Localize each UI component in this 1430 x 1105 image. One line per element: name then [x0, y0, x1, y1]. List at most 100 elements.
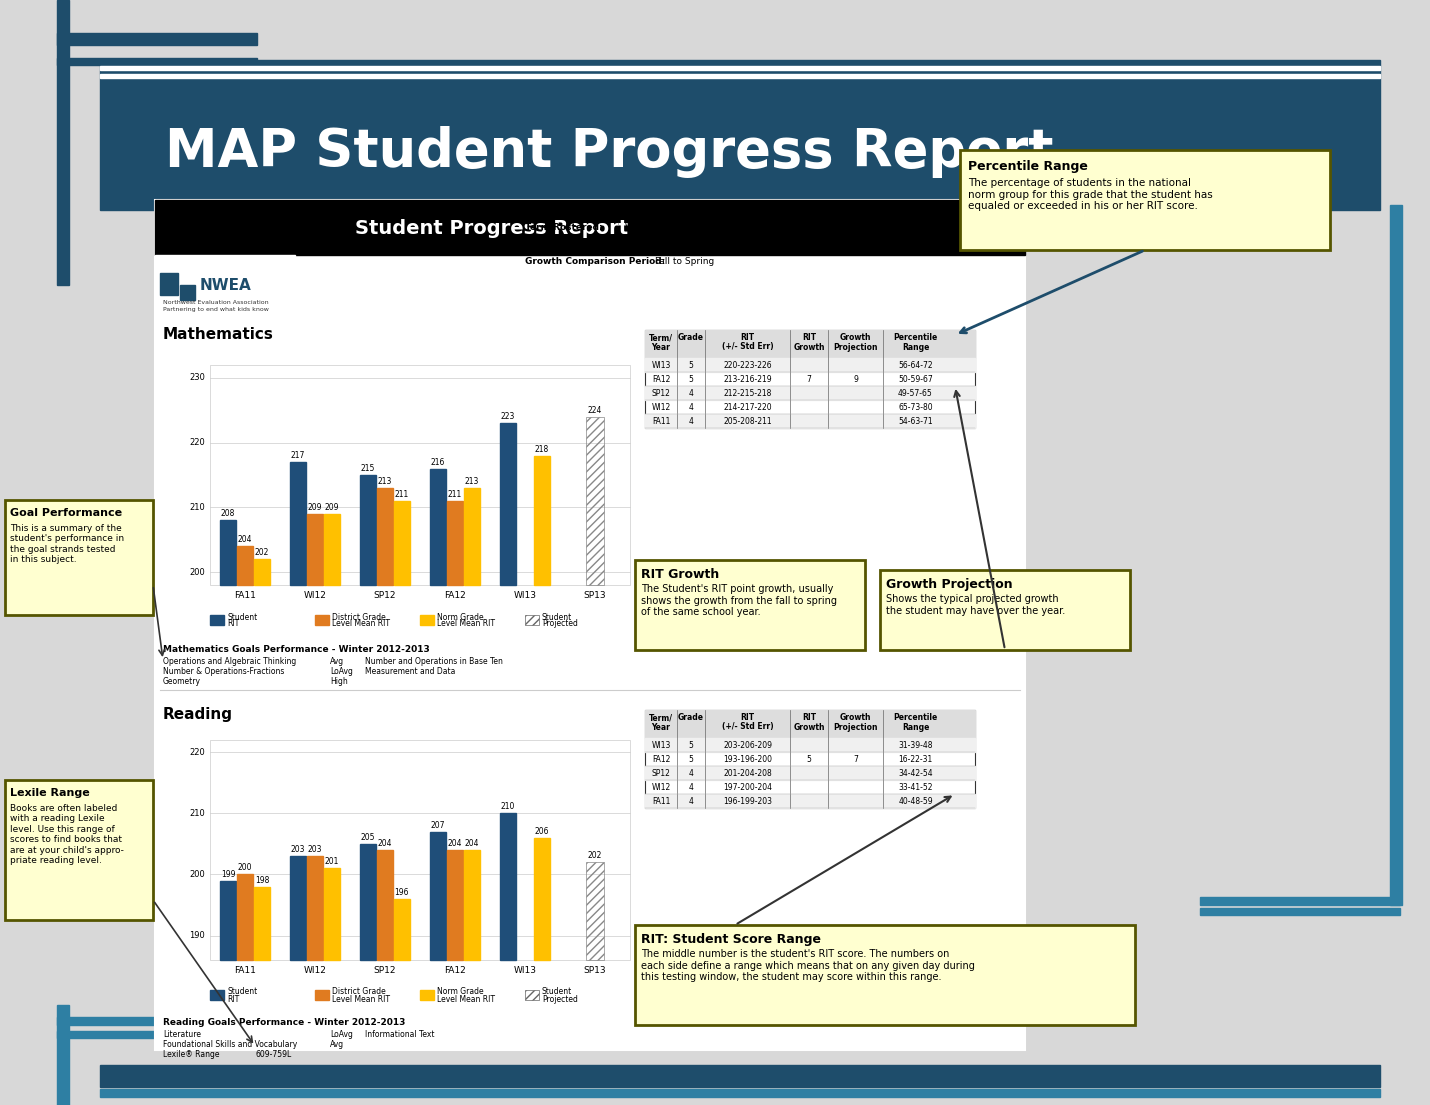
Text: 50-59-67: 50-59-67 [898, 375, 932, 383]
Bar [210, 365, 631, 585]
Text: Level Mean RIT: Level Mean RIT [438, 994, 495, 1003]
Text: 206: 206 [535, 827, 549, 835]
Text: RIT: RIT [802, 334, 817, 343]
Text: Projected: Projected [542, 620, 578, 629]
Text: 220: 220 [189, 439, 204, 448]
Text: RIT: RIT [741, 334, 755, 343]
Bar [57, 33, 257, 45]
Text: WI13: WI13 [651, 740, 671, 749]
Bar [645, 738, 975, 753]
Text: 201: 201 [325, 857, 339, 866]
Text: SP13: SP13 [583, 966, 606, 975]
Text: Year: Year [652, 723, 671, 732]
Text: Term Rostered:: Term Rostered: [525, 223, 602, 232]
Text: Grade: Grade [678, 714, 704, 723]
Text: Year: Year [652, 343, 671, 351]
Text: 200: 200 [237, 863, 252, 873]
Text: (+/- Std Err): (+/- Std Err) [722, 343, 774, 351]
Text: Geometry: Geometry [163, 677, 202, 686]
Bar [325, 869, 340, 960]
Text: SP12: SP12 [373, 966, 396, 975]
Bar [645, 766, 975, 780]
Text: 196-199-203: 196-199-203 [724, 797, 772, 806]
Text: Number and Operations in Base Ten: Number and Operations in Base Ten [365, 657, 503, 666]
Text: 217: 217 [290, 451, 305, 460]
Text: School:: School: [525, 245, 562, 254]
Bar [210, 740, 631, 960]
Bar [154, 200, 1025, 255]
Text: Winter 2012-2013: Winter 2012-2013 [625, 223, 706, 232]
Bar [255, 559, 270, 585]
Text: This is a summary of the
student's performance in
the goal strands tested
in thi: This is a summary of the student's perfo… [10, 524, 124, 565]
Text: Growth Projection: Growth Projection [887, 578, 1012, 591]
Text: FA12: FA12 [652, 755, 671, 764]
Text: Goal Performance: Goal Performance [10, 508, 122, 518]
Bar [57, 1017, 257, 1025]
Bar [360, 475, 376, 585]
Bar [154, 255, 295, 311]
Text: 197-200-204: 197-200-204 [724, 782, 772, 791]
Bar [500, 423, 516, 585]
Text: The Student's RIT point growth, usually
shows the growth from the fall to spring: The Student's RIT point growth, usually … [641, 585, 837, 618]
Text: District:: District: [525, 234, 566, 243]
Text: 204: 204 [378, 839, 392, 848]
Bar [57, 57, 257, 65]
Text: Fall to Spring: Fall to Spring [655, 256, 714, 265]
Text: Shows the typical projected growth
the student may have over the year.: Shows the typical projected growth the s… [887, 594, 1065, 615]
Text: 609-759L: 609-759L [255, 1050, 292, 1059]
Text: 202: 202 [588, 851, 602, 860]
Text: Informational Text: Informational Text [365, 1030, 435, 1039]
Bar [586, 417, 605, 585]
Text: Northwest Evaluation Association: Northwest Evaluation Association [163, 301, 269, 305]
Text: 204: 204 [237, 535, 252, 544]
Text: 200: 200 [189, 568, 204, 577]
Bar [210, 990, 225, 1000]
Bar [448, 850, 463, 960]
Text: WI12: WI12 [652, 402, 671, 411]
Bar [4, 499, 153, 615]
Bar [535, 838, 549, 960]
Text: 215: 215 [360, 464, 375, 473]
Text: Term/: Term/ [649, 334, 674, 343]
Text: 204: 204 [448, 839, 462, 848]
Text: 205-208-211: 205-208-211 [724, 417, 772, 425]
Text: Growth: Growth [794, 723, 825, 732]
Bar [100, 74, 1380, 78]
Bar [395, 898, 409, 960]
Text: 4: 4 [689, 417, 694, 425]
Text: LoAvg: LoAvg [330, 1030, 353, 1039]
Text: Projected: Projected [542, 994, 578, 1003]
Text: 212-215-218: 212-215-218 [724, 389, 772, 398]
Bar [645, 794, 975, 808]
Bar [465, 488, 479, 585]
Bar [378, 488, 393, 585]
Text: Partnering to end what kids know: Partnering to end what kids know [163, 307, 269, 313]
Bar [1200, 908, 1400, 915]
Text: 5: 5 [689, 755, 694, 764]
Text: WI12: WI12 [303, 591, 326, 600]
Text: FA12: FA12 [445, 591, 466, 600]
Text: Literature: Literature [163, 1030, 202, 1039]
Bar [360, 844, 376, 960]
Text: 4: 4 [689, 389, 694, 398]
Text: 5: 5 [689, 740, 694, 749]
Text: NWEA: NWEA [200, 277, 252, 293]
Bar [1200, 897, 1400, 905]
Text: 203: 203 [290, 845, 306, 854]
Bar [57, 0, 69, 285]
Bar [290, 856, 306, 960]
Text: Range: Range [902, 343, 930, 351]
Text: (+/- Std Err): (+/- Std Err) [722, 723, 774, 732]
Bar [378, 850, 393, 960]
Text: 33-41-52: 33-41-52 [898, 782, 932, 791]
Text: 200: 200 [189, 870, 204, 878]
Bar [525, 990, 539, 1000]
Text: Student: Student [542, 612, 572, 621]
Bar [100, 66, 1380, 70]
Text: Projection: Projection [834, 343, 878, 351]
Text: 5: 5 [689, 360, 694, 369]
Text: Percentile: Percentile [894, 334, 938, 343]
Bar [525, 615, 539, 625]
Text: Books are often labeled
with a reading Lexile
level. Use this range of
scores to: Books are often labeled with a reading L… [10, 804, 124, 865]
Bar [465, 850, 479, 960]
